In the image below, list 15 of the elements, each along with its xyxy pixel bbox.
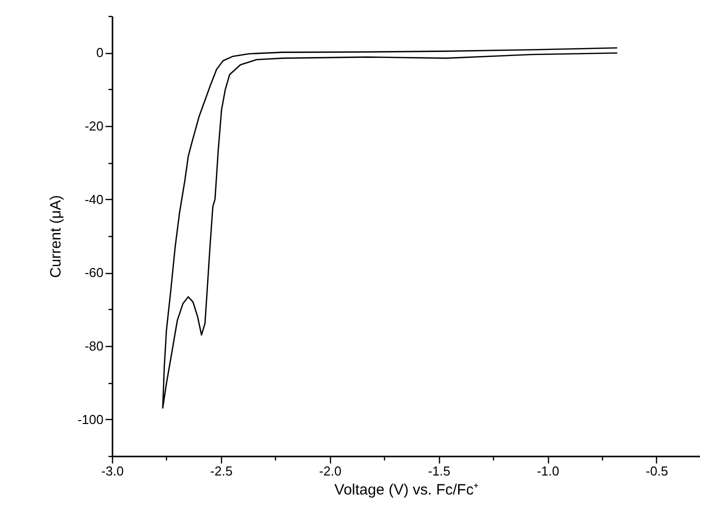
y-axis-title: Current (μA) (47, 195, 64, 278)
y-tick-label: -80 (84, 338, 104, 354)
x-tick-label: -2.0 (319, 464, 342, 478)
y-tick-label: -60 (84, 265, 104, 280)
x-tick-label: -3.0 (101, 464, 124, 478)
line-series (162, 47, 618, 409)
x-tick-label: -1.5 (428, 464, 450, 478)
x-axis-title: Voltage (V) vs. Fc/Fc⁺ (334, 482, 479, 498)
y-tick-label: -40 (84, 192, 104, 207)
y-tick-label: -100 (77, 412, 104, 427)
y-tick-label: -20 (84, 118, 104, 134)
x-tick-label: -0.5 (646, 464, 668, 478)
y-tick-label: 0 (96, 45, 104, 60)
x-tick-label: -2.5 (210, 464, 233, 478)
x-tick-label: -1.0 (536, 464, 560, 478)
